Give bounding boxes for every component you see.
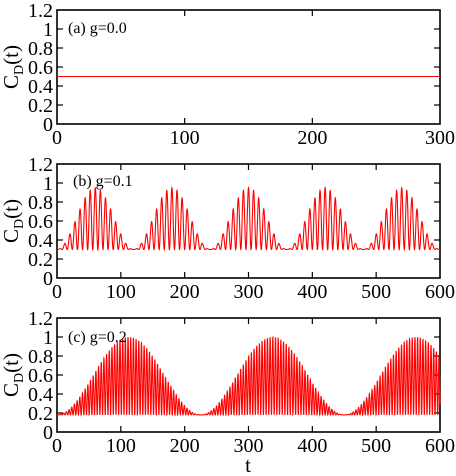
x-tick-label: 200	[297, 127, 327, 149]
y-tick-label: 1	[43, 327, 53, 349]
y-tick-label: 0.6	[28, 57, 53, 79]
y-tick-label: 0.8	[28, 346, 53, 368]
x-tick-label: 0	[52, 435, 62, 457]
x-tick-label: 200	[170, 281, 200, 303]
y-tick-label: 1	[43, 19, 53, 41]
y-tick-label: 0.2	[28, 403, 53, 425]
y-ticks: 00.20.40.60.811.2	[28, 154, 440, 290]
x-tick-label: 400	[297, 281, 327, 303]
y-tick-label: 0	[43, 268, 53, 290]
x-tick-label: 100	[106, 435, 136, 457]
y-tick-label: 1	[43, 173, 53, 195]
x-tick-label: 0	[52, 127, 62, 149]
y-ticks: 00.20.40.60.811.2	[28, 0, 440, 136]
y-tick-label: 0	[43, 422, 53, 444]
x-tick-label: 600	[425, 435, 455, 457]
panel-b: 00.20.40.60.811.2 0 100 200 300 400 500 600 (b…	[0, 154, 455, 303]
y-tick-label: 0	[43, 114, 53, 136]
x-tick-label: 100	[170, 127, 200, 149]
x-ticks: 0 100 200 300 400 500 600	[52, 164, 455, 303]
x-tick-label: 100	[106, 281, 136, 303]
y-tick-label: 0.2	[28, 249, 53, 271]
y-tick-label: 1.2	[28, 0, 53, 22]
x-tick-label: 0	[52, 281, 62, 303]
data-series-line	[57, 335, 441, 417]
y-ticks: 00.20.40.60.811.2	[28, 308, 440, 444]
y-axis-label: CD(t)	[0, 45, 27, 89]
y-axis-label-main: C	[0, 229, 23, 243]
panel-a: 00.20.40.60.811.2 0 100 200 300 (a) g=0.0 C…	[0, 0, 455, 149]
y-axis-label-subscript: D	[12, 65, 27, 75]
panel-annotation: (a) g=0.0	[68, 20, 127, 37]
x-tick-label: 200	[170, 435, 200, 457]
panel-annotation: (b) g=0.1	[73, 173, 133, 190]
y-axis-label-subscript: D	[12, 373, 27, 383]
y-axis-label-main: C	[0, 383, 23, 397]
y-tick-label: 0.8	[28, 38, 53, 60]
x-tick-label: 500	[361, 435, 391, 457]
y-tick-label: 0.2	[28, 95, 53, 117]
y-tick-label: 1.2	[28, 308, 53, 330]
y-axis-label-tail: (t)	[0, 199, 23, 219]
x-axis-label: t	[245, 453, 251, 476]
y-tick-label: 1.2	[28, 154, 53, 176]
y-axis-label-tail: (t)	[0, 45, 23, 65]
y-axis-label: CD(t)	[0, 199, 27, 243]
x-ticks: 0 100 200 300	[52, 10, 455, 149]
y-tick-label: 0.6	[28, 211, 53, 233]
x-tick-label: 500	[361, 281, 391, 303]
y-axis-label-main: C	[0, 75, 23, 89]
y-tick-label: 0.4	[28, 384, 53, 406]
y-axis-label-tail: (t)	[0, 353, 23, 373]
x-tick-label: 400	[297, 435, 327, 457]
data-series-line	[57, 185, 440, 252]
y-tick-label: 0.6	[28, 365, 53, 387]
panel-c: 00.20.40.60.811.2 0 100 200 300 400 500 600 (c…	[0, 308, 455, 476]
y-axis-label: CD(t)	[0, 353, 27, 397]
y-tick-label: 0.8	[28, 192, 53, 214]
y-tick-label: 0.4	[28, 76, 53, 98]
y-tick-label: 0.4	[28, 230, 53, 252]
x-ticks: 0 100 200 300 400 500 600	[52, 318, 455, 457]
x-tick-label: 300	[234, 281, 264, 303]
x-tick-label: 600	[425, 281, 455, 303]
x-tick-label: 300	[425, 127, 455, 149]
y-axis-label-subscript: D	[12, 219, 27, 229]
x-tick-label: 300	[234, 435, 264, 457]
panel-annotation: (c) g=0.2	[68, 329, 127, 346]
